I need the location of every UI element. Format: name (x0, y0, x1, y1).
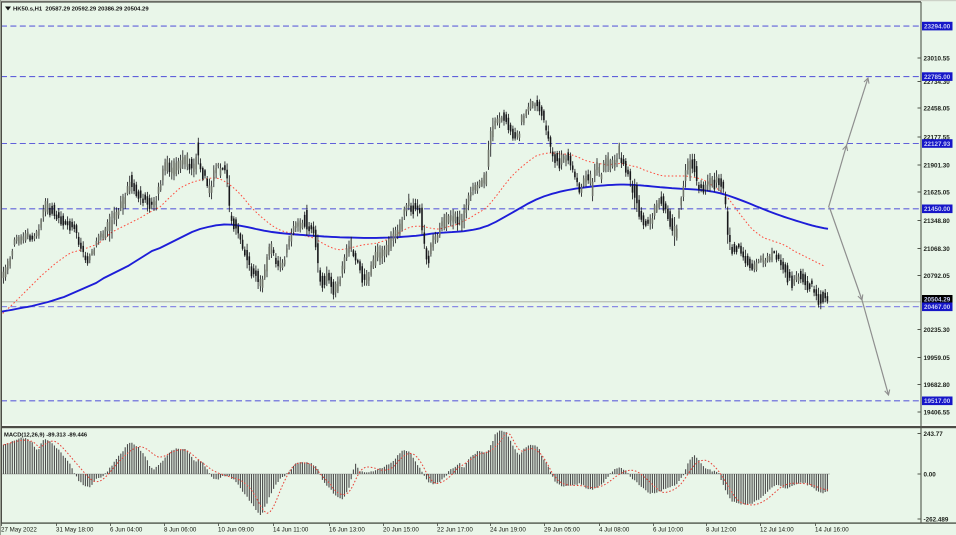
svg-text:0.00: 0.00 (924, 471, 937, 478)
svg-text:6 Jul 10:00: 6 Jul 10:00 (653, 527, 684, 534)
svg-text:14 Jul 16:00: 14 Jul 16:00 (815, 527, 849, 534)
svg-text:21901.30: 21901.30 (924, 162, 951, 169)
svg-text:24 Jun 19:00: 24 Jun 19:00 (490, 527, 526, 534)
svg-text:8 Jul 12:00: 8 Jul 12:00 (706, 527, 737, 534)
svg-text:22458.05: 22458.05 (924, 105, 951, 112)
svg-text:22177.55: 22177.55 (924, 134, 951, 141)
svg-text:22 Jun 17:00: 22 Jun 17:00 (437, 527, 473, 534)
svg-text:MACD(12,26,9) -89.313 -89.446: MACD(12,26,9) -89.313 -89.446 (4, 433, 88, 439)
svg-text:20792.05: 20792.05 (924, 273, 951, 280)
svg-text:19406.55: 19406.55 (924, 409, 951, 416)
svg-text:20235.30: 20235.30 (924, 327, 951, 334)
svg-text:16 Jun 13:00: 16 Jun 13:00 (329, 527, 365, 534)
svg-text:23010.55: 23010.55 (924, 55, 951, 62)
svg-text:10 Jun 09:00: 10 Jun 09:00 (218, 527, 254, 534)
svg-text:22785.00: 22785.00 (924, 74, 951, 81)
svg-text:-262.489: -262.489 (924, 516, 949, 523)
svg-text:31 May 18:00: 31 May 18:00 (56, 527, 94, 534)
svg-text:20 Jun 15:00: 20 Jun 15:00 (383, 527, 419, 534)
svg-text:14 Jun 11:00: 14 Jun 11:00 (273, 527, 309, 534)
svg-text:20504.29: 20504.29 (924, 297, 951, 304)
svg-text:27 May 2022: 27 May 2022 (1, 527, 37, 534)
svg-text:HK50.s,H1 20587.29 20592.29 2: HK50.s,H1 20587.29 20592.29 20386.29 205… (13, 7, 149, 13)
svg-text:22127.93: 22127.93 (924, 141, 951, 148)
svg-text:23294.00: 23294.00 (924, 23, 951, 30)
svg-text:21068.30: 21068.30 (924, 246, 951, 253)
svg-text:20467.00: 20467.00 (924, 304, 951, 311)
svg-text:21625.05: 21625.05 (924, 189, 951, 196)
svg-text:19682.80: 19682.80 (924, 382, 951, 389)
svg-text:29 Jun 05:00: 29 Jun 05:00 (544, 527, 580, 534)
svg-text:21450.00: 21450.00 (924, 206, 951, 213)
svg-text:19517.00: 19517.00 (924, 398, 951, 405)
svg-text:4 Jul 08:00: 4 Jul 08:00 (599, 527, 630, 534)
svg-text:22734.30: 22734.30 (924, 79, 951, 86)
svg-text:6 Jun 04:00: 6 Jun 04:00 (110, 527, 143, 534)
svg-text:21348.80: 21348.80 (924, 218, 951, 225)
svg-text:243.77: 243.77 (924, 431, 944, 438)
svg-text:8 Jun 06:00: 8 Jun 06:00 (164, 527, 197, 534)
svg-text:12 Jul 14:00: 12 Jul 14:00 (760, 527, 794, 534)
svg-text:19959.05: 19959.05 (924, 355, 951, 362)
